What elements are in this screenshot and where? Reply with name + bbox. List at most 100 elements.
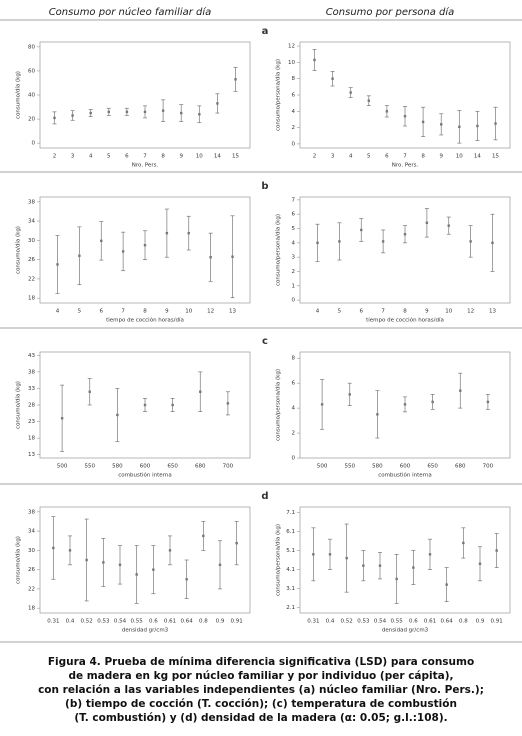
y-axis-label: consumo/persona/día (kg)	[275, 369, 282, 441]
x-tick-label: 0.91	[231, 619, 243, 625]
x-tick-label: 3	[331, 154, 335, 160]
x-tick-label: 0.64	[441, 619, 454, 625]
x-tick-label: 2	[313, 154, 317, 160]
y-tick-label: 8	[292, 356, 296, 362]
x-tick-label: 15	[232, 154, 239, 160]
mean-point	[71, 114, 74, 117]
x-tick-label: 9	[439, 154, 443, 160]
mean-point	[185, 578, 188, 581]
mean-point	[462, 541, 465, 545]
x-tick-label: 7	[121, 309, 125, 315]
y-axis-label: consumo/día (kg)	[15, 71, 22, 119]
y-tick-label: 6	[292, 93, 296, 99]
mean-point	[313, 58, 316, 62]
column-header: Consumo por núcleo familiar día	[49, 6, 212, 18]
x-tick-label: 0.64	[181, 619, 194, 625]
x-tick-label: 13	[489, 309, 496, 315]
y-tick-label: 3	[292, 255, 296, 261]
y-axis-label: consumo/persona/día (kg)	[275, 524, 282, 596]
x-tick-label: 0.54	[114, 619, 127, 625]
x-tick-label: 9	[165, 309, 169, 315]
y-tick-label: 6.1	[286, 529, 295, 535]
y-axis-label: consumo/persona/día (kg)	[275, 214, 282, 286]
x-tick-label: 500	[57, 464, 68, 470]
mean-point	[445, 583, 448, 586]
caption-line: Figura 4. Prueba de mínima diferencia si…	[48, 656, 474, 668]
x-tick-label: 5	[338, 309, 342, 315]
plot-frame	[299, 41, 511, 149]
y-tick-label: 23	[28, 419, 35, 425]
y-tick-label: 0	[292, 456, 296, 462]
x-tick-label: 8	[143, 309, 147, 315]
x-tick-label: 580	[372, 464, 383, 470]
x-tick-label: 0.6	[149, 619, 158, 625]
mean-point	[348, 393, 351, 396]
mean-point	[486, 400, 490, 404]
plot-frame	[39, 196, 251, 304]
mean-point	[495, 549, 498, 552]
y-tick-label: 20	[28, 117, 35, 123]
x-tick-label: 14	[474, 154, 481, 160]
y-tick-label: 6	[292, 381, 296, 387]
x-axis-label: Nro. Pers.	[132, 163, 159, 169]
mean-point	[385, 110, 389, 113]
caption-line: (T. combustión) y (d) densidad de la mad…	[74, 712, 447, 724]
x-tick-label: 0.55	[391, 619, 404, 625]
mean-point	[459, 389, 462, 392]
x-tick-label: 10	[196, 154, 203, 160]
x-tick-label: 500	[317, 464, 328, 470]
panel-label: b	[261, 181, 268, 192]
y-tick-label: 4	[292, 406, 296, 412]
mean-point	[89, 111, 92, 115]
x-tick-label: 680	[195, 464, 206, 470]
x-tick-label: 580	[112, 464, 123, 470]
x-tick-label: 680	[455, 464, 466, 470]
y-tick-label: 2.1	[286, 605, 295, 611]
y-tick-label: 8	[292, 76, 296, 82]
y-tick-label: 80	[28, 44, 35, 50]
mean-point	[312, 553, 315, 556]
mean-point	[118, 563, 122, 567]
x-tick-label: 4	[349, 154, 353, 160]
y-tick-label: 0	[292, 141, 296, 147]
x-tick-label: 7	[381, 309, 385, 315]
mean-point	[403, 403, 407, 406]
y-axis-label: consumo/día (kg)	[15, 226, 22, 274]
mean-point	[362, 564, 365, 567]
mean-point	[345, 556, 348, 560]
mean-point	[349, 91, 352, 94]
mean-point	[78, 254, 81, 257]
y-tick-label: 43	[28, 353, 35, 359]
x-tick-label: 13	[229, 309, 236, 315]
x-tick-label: 650	[167, 464, 178, 470]
y-tick-label: 7.1	[286, 510, 295, 516]
y-tick-label: 34	[28, 529, 35, 535]
y-tick-label: 5	[292, 226, 296, 232]
mean-point	[440, 123, 443, 126]
mean-point	[180, 111, 183, 115]
x-tick-label: 4	[89, 154, 93, 160]
mean-point	[234, 78, 237, 81]
x-tick-label: 0.52	[81, 619, 93, 625]
mean-point	[216, 102, 219, 105]
mean-point	[152, 568, 155, 571]
y-tick-label: 2	[292, 269, 296, 275]
mean-point	[235, 541, 238, 545]
plot-frame	[299, 196, 511, 304]
y-tick-label: 0	[292, 298, 296, 304]
x-tick-label: 2	[53, 154, 57, 160]
x-tick-label: 8	[161, 154, 165, 160]
x-tick-label: 550	[344, 464, 355, 470]
x-tick-label: 14	[214, 154, 221, 160]
y-tick-label: 30	[28, 548, 35, 554]
x-tick-label: 0.4	[66, 619, 75, 625]
plot-frame	[39, 506, 251, 614]
mean-point	[338, 240, 341, 243]
y-tick-label: 5.1	[286, 548, 295, 554]
y-tick-label: 38	[28, 199, 35, 205]
x-tick-label: 9	[179, 154, 183, 160]
mean-point	[360, 228, 363, 232]
x-tick-label: 0.8	[199, 619, 208, 625]
mean-point	[125, 110, 129, 114]
y-tick-label: 7	[292, 197, 296, 203]
